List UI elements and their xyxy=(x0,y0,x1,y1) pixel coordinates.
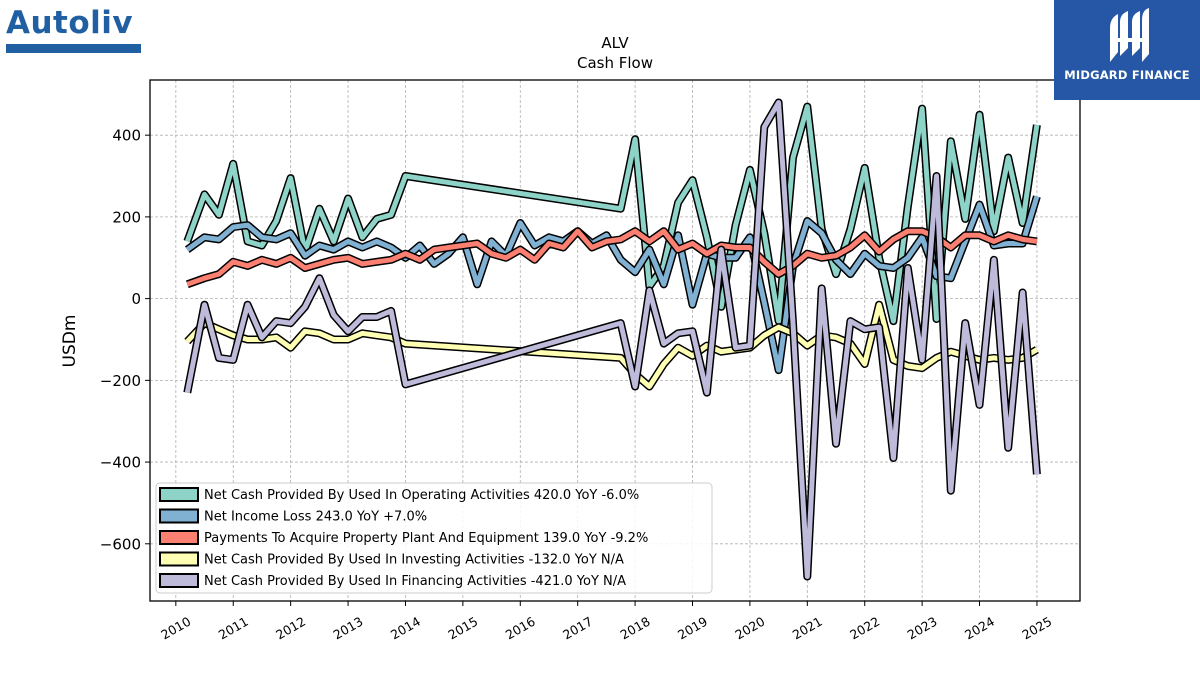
series-line-stroke xyxy=(186,228,1038,287)
chart-title: ALV xyxy=(601,34,629,52)
series-line-stroke xyxy=(185,302,1039,389)
x-tick-label: 2024 xyxy=(962,614,997,643)
midgard-emblem-icon xyxy=(1110,8,1149,62)
x-tick-label: 2016 xyxy=(503,614,538,643)
x-tick-label: 2022 xyxy=(847,614,882,643)
series-line-3 xyxy=(185,227,1038,289)
plot-area-frame xyxy=(149,79,1081,602)
legend-label: Net Cash Provided By Used In Financing A… xyxy=(204,574,626,589)
series-line-5 xyxy=(183,98,1041,581)
autoliv-logo-text: Autoliv xyxy=(6,5,134,41)
legend-swatch xyxy=(159,508,199,524)
autoliv-logo: Autoliv xyxy=(6,5,146,53)
x-tick-label: 2018 xyxy=(618,614,653,643)
legend-entry: Net Cash Provided By Used In Financing A… xyxy=(159,573,626,589)
x-tick-label: 2014 xyxy=(388,614,423,643)
midgard-finance-logo: MIDGARD FINANCE xyxy=(1054,0,1200,100)
series-line-1 xyxy=(183,102,1041,326)
series-line-stroke xyxy=(184,100,1040,579)
legend-swatch xyxy=(159,487,199,502)
series-line-4 xyxy=(184,300,1039,391)
series-line-outline xyxy=(184,300,1039,391)
autoliv-logo-bar xyxy=(6,44,141,53)
legend-label: Net Income Loss 243.0 YoY +7.0% xyxy=(204,510,427,525)
x-tick-label: 2025 xyxy=(1019,614,1054,643)
y-tick-label: −600 xyxy=(100,535,141,553)
x-tick-label: 2015 xyxy=(445,614,480,643)
y-tick-label: −400 xyxy=(100,454,141,472)
series-line-2 xyxy=(184,195,1041,375)
x-tick-label: 2017 xyxy=(560,614,595,643)
legend-entry: Net Cash Provided By Used In Investing A… xyxy=(159,551,624,568)
chart-subtitle: Cash Flow xyxy=(577,54,653,72)
legend-box xyxy=(155,482,713,594)
x-tick-label: 2011 xyxy=(216,614,251,643)
legend-swatch xyxy=(159,573,199,588)
series-lines xyxy=(183,98,1041,581)
x-tick-label: 2021 xyxy=(790,614,825,643)
legend-swatch xyxy=(159,530,199,545)
midgard-finance-logo-text: MIDGARD FINANCE xyxy=(1064,68,1190,82)
series-line-stroke xyxy=(185,195,1040,373)
y-tick-label: 200 xyxy=(112,208,141,226)
y-tick-label: 0 xyxy=(131,290,141,308)
legend-entry: Net Income Loss 243.0 YoY +7.0% xyxy=(159,508,427,525)
legend-label: Net Cash Provided By Used In Investing A… xyxy=(204,553,624,568)
x-tick-label: 2023 xyxy=(905,614,940,643)
legend-entry: Net Cash Provided By Used In Operating A… xyxy=(159,487,639,503)
y-tick-label: 400 xyxy=(112,127,141,145)
x-tick-label: 2020 xyxy=(732,614,767,643)
x-tick-label: 2012 xyxy=(273,614,308,643)
y-tick-label: −200 xyxy=(100,372,141,390)
x-tick-label: 2019 xyxy=(675,614,710,643)
y-axis-label: USDm xyxy=(60,315,80,368)
series-line-stroke xyxy=(184,104,1040,324)
legend: Net Cash Provided By Used In Operating A… xyxy=(155,482,713,594)
x-tick-label: 2010 xyxy=(158,614,193,643)
legend-label: Net Cash Provided By Used In Operating A… xyxy=(204,488,639,503)
x-tick-label: 2013 xyxy=(331,614,366,643)
legend-swatch xyxy=(159,551,199,567)
legend-entry: Payments To Acquire Property Plant And E… xyxy=(159,530,648,546)
legend-label: Payments To Acquire Property Plant And E… xyxy=(204,531,648,546)
